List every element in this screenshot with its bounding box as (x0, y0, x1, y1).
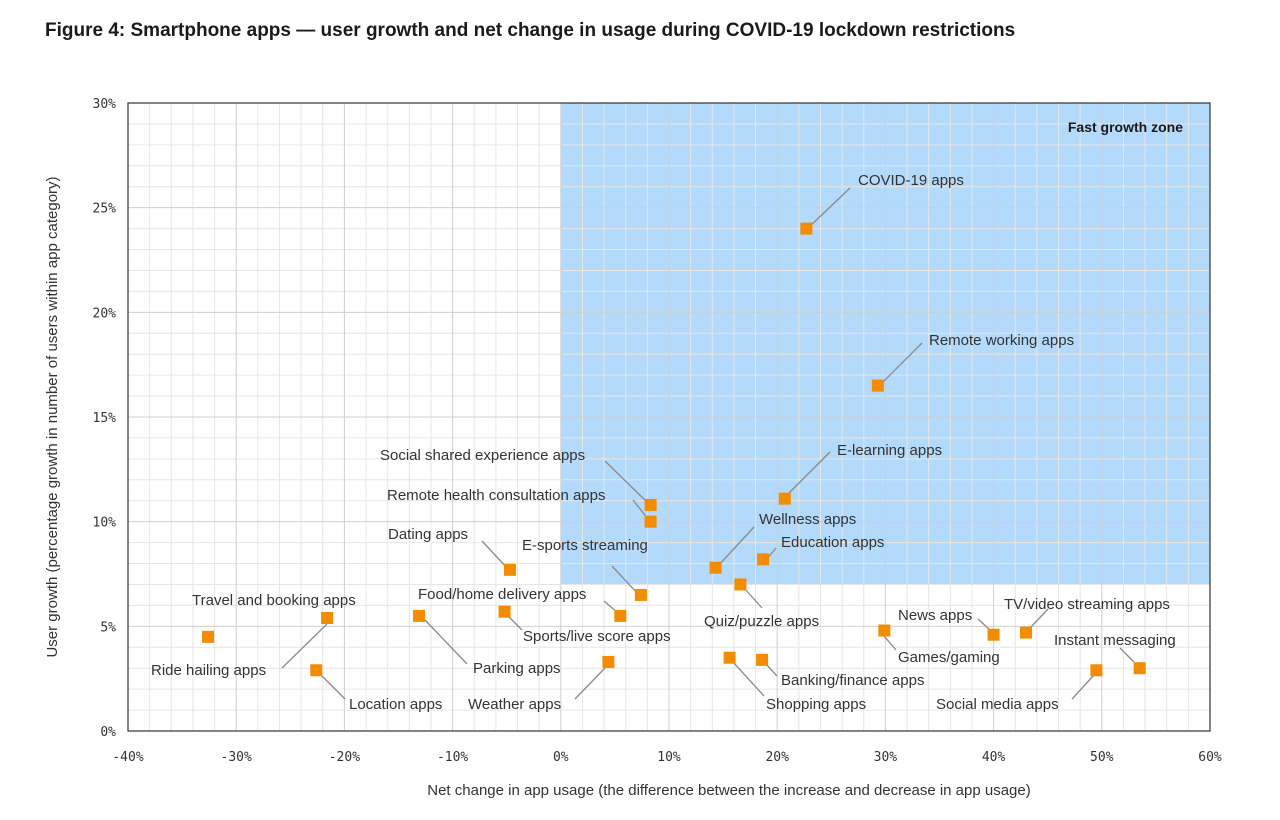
point-label: Travel and booking apps (192, 592, 356, 609)
point-label: Ride hailing apps (151, 662, 266, 679)
leader-line (732, 661, 765, 697)
x-tick-label: -20% (329, 750, 360, 765)
leader-line (604, 460, 649, 504)
y-tick-label: 0% (100, 725, 116, 740)
point-label: Location apps (349, 696, 442, 713)
leader-line (717, 526, 755, 567)
data-point (709, 561, 722, 574)
leader-line (424, 619, 468, 665)
y-tick-label: 15% (93, 411, 117, 426)
plot-frame (127, 102, 1211, 732)
data-point (1090, 664, 1103, 677)
leader-line (481, 540, 509, 570)
data-point (778, 492, 791, 505)
point-label: Dating apps (388, 526, 468, 543)
y-tick-label: 20% (93, 306, 117, 321)
leader-line (1029, 608, 1049, 629)
leader-line (977, 618, 991, 631)
leader-line (878, 342, 923, 387)
data-point (614, 609, 627, 622)
x-tick-label: -30% (221, 750, 252, 765)
point-label: Sports/live score apps (523, 628, 671, 645)
data-point (602, 655, 615, 668)
leader-line (785, 451, 831, 497)
y-tick-label: 5% (100, 620, 116, 635)
x-tick-label: -10% (437, 750, 468, 765)
leader-line (807, 187, 851, 229)
data-point (800, 222, 813, 235)
leader-line (508, 616, 523, 631)
point-label: Social shared experience apps (380, 447, 585, 464)
point-label: Wellness apps (759, 511, 856, 528)
data-point (756, 653, 769, 666)
point-label: Quiz/puzzle apps (704, 613, 819, 630)
point-label: Instant messaging (1054, 632, 1176, 649)
point-label: E-sports streaming (522, 537, 648, 554)
y-tick-label: 10% (93, 516, 117, 531)
point-label: Banking/finance apps (781, 672, 924, 689)
point-label: TV/video streaming apps (1004, 596, 1170, 613)
y-axis-title: User growth (percentage growth in number… (44, 176, 61, 657)
x-tick-label: 0% (553, 750, 569, 765)
leader-line (321, 675, 346, 700)
data-point (202, 630, 215, 643)
data-point (878, 624, 891, 637)
data-point (734, 578, 747, 591)
x-axis-title: Net change in app usage (the difference … (427, 782, 1030, 799)
point-label: Food/home delivery apps (418, 586, 586, 603)
point-label: COVID-19 apps (858, 172, 964, 189)
data-point (310, 664, 323, 677)
x-tick-label: 20% (765, 750, 789, 765)
leader-line (1071, 674, 1095, 700)
data-point (871, 379, 884, 392)
x-tick-label: 30% (874, 750, 898, 765)
data-point (1020, 626, 1033, 639)
chart-title: Figure 4: Smartphone apps — user growth … (45, 20, 1016, 41)
y-tick-label: 25% (93, 202, 117, 217)
leader-line (765, 663, 778, 677)
x-tick-label: 60% (1198, 750, 1222, 765)
point-label: Games/gaming (898, 649, 1000, 666)
point-label: Social media apps (936, 696, 1059, 713)
data-point (1133, 662, 1146, 675)
point-label: Weather apps (468, 696, 561, 713)
data-point (321, 611, 334, 624)
leader-line (743, 587, 763, 609)
point-label: Shopping apps (766, 696, 866, 713)
point-label: News apps (898, 607, 972, 624)
x-tick-label: 50% (1090, 750, 1114, 765)
data-point (634, 588, 647, 601)
leader-line (611, 565, 639, 595)
point-label: Remote health consultation apps (387, 487, 605, 504)
x-tick-label: -40% (112, 750, 143, 765)
data-point (503, 563, 516, 576)
data-point (757, 553, 770, 566)
zone-label: Fast growth zone (1068, 119, 1183, 135)
point-label: Remote working apps (929, 332, 1074, 349)
point-label: E-learning apps (837, 442, 942, 459)
data-point (723, 651, 736, 664)
data-point (987, 628, 1000, 641)
data-point (644, 498, 657, 511)
x-tick-label: 40% (982, 750, 1006, 765)
leader-line (883, 635, 897, 651)
data-point (644, 515, 657, 528)
x-tick-label: 10% (657, 750, 681, 765)
y-tick-label: 30% (93, 97, 117, 112)
leader-line (1119, 647, 1135, 663)
data-point (413, 609, 426, 622)
point-label: Education apps (781, 534, 884, 551)
leader-line (281, 623, 328, 669)
data-point (498, 605, 511, 618)
leader-line (574, 667, 606, 700)
point-label: Parking apps (473, 660, 561, 677)
